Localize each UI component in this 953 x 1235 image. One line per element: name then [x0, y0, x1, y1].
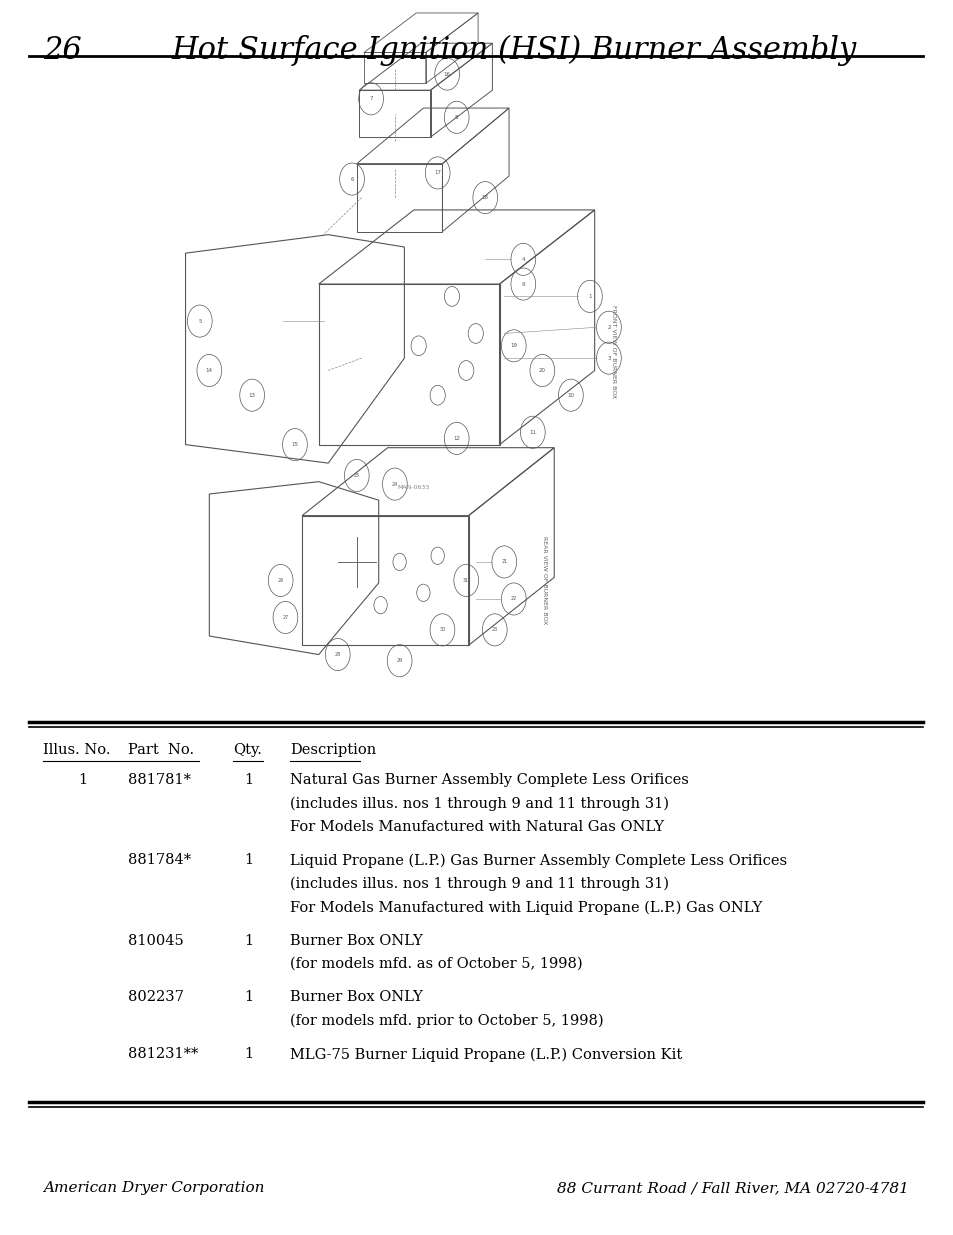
Text: 11: 11	[529, 430, 536, 435]
Text: REAR VIEW OF BURNER BOX: REAR VIEW OF BURNER BOX	[541, 536, 546, 625]
Text: 88 Currant Road / Fall River, MA 02720-4781: 88 Currant Road / Fall River, MA 02720-4…	[557, 1182, 907, 1195]
Text: (for models mfd. prior to October 5, 1998): (for models mfd. prior to October 5, 199…	[290, 1014, 603, 1029]
Text: 9: 9	[521, 282, 524, 287]
Text: 24: 24	[392, 482, 397, 487]
Text: 2: 2	[606, 325, 610, 330]
Text: 29: 29	[396, 658, 402, 663]
Text: 30: 30	[438, 627, 445, 632]
Text: 28: 28	[335, 652, 340, 657]
Text: 8: 8	[455, 115, 458, 120]
Text: 10: 10	[567, 393, 574, 398]
Text: 12: 12	[453, 436, 459, 441]
Text: MAN-0633: MAN-0633	[397, 485, 430, 490]
Text: Hot Surface Ignition (HSI) Burner Assembly: Hot Surface Ignition (HSI) Burner Assemb…	[171, 35, 856, 65]
Text: (includes illus. nos 1 through 9 and 11 through 31): (includes illus. nos 1 through 9 and 11 …	[290, 877, 668, 892]
Text: 21: 21	[500, 559, 507, 564]
Text: 4: 4	[521, 257, 524, 262]
Text: For Models Manufactured with Natural Gas ONLY: For Models Manufactured with Natural Gas…	[290, 820, 663, 834]
Text: 23: 23	[491, 627, 497, 632]
Text: Description: Description	[290, 743, 376, 757]
Text: FRONT VIEW OF BURNER BOX: FRONT VIEW OF BURNER BOX	[611, 305, 616, 399]
Text: 1: 1	[78, 773, 88, 787]
Text: Liquid Propane (L.P.) Gas Burner Assembly Complete Less Orifices: Liquid Propane (L.P.) Gas Burner Assembl…	[290, 853, 786, 868]
Text: 881784*: 881784*	[129, 853, 192, 867]
Text: 7: 7	[369, 96, 373, 101]
Text: 3: 3	[606, 356, 610, 361]
Text: 16: 16	[443, 72, 450, 77]
Text: 1: 1	[588, 294, 591, 299]
Text: 1: 1	[244, 934, 253, 947]
Text: 1: 1	[244, 853, 253, 867]
Text: 31: 31	[462, 578, 469, 583]
Text: 17: 17	[434, 170, 440, 175]
Text: 25: 25	[354, 473, 359, 478]
Text: 27: 27	[282, 615, 288, 620]
Text: 1: 1	[244, 990, 253, 1004]
Text: 26: 26	[43, 35, 81, 65]
Text: 1: 1	[244, 773, 253, 787]
Text: MLG-75 Burner Liquid Propane (L.P.) Conversion Kit: MLG-75 Burner Liquid Propane (L.P.) Conv…	[290, 1047, 681, 1062]
Text: 22: 22	[510, 597, 517, 601]
Text: 881781*: 881781*	[129, 773, 192, 787]
Text: Illus. No.: Illus. No.	[43, 743, 111, 757]
Text: 19: 19	[510, 343, 517, 348]
Text: For Models Manufactured with Liquid Propane (L.P.) Gas ONLY: For Models Manufactured with Liquid Prop…	[290, 900, 761, 915]
Text: 20: 20	[538, 368, 545, 373]
Text: 881231**: 881231**	[129, 1047, 198, 1061]
Text: Burner Box ONLY: Burner Box ONLY	[290, 990, 422, 1004]
Text: 15: 15	[292, 442, 298, 447]
Text: 18: 18	[481, 195, 488, 200]
Text: 1: 1	[244, 1047, 253, 1061]
Text: Qty.: Qty.	[233, 743, 262, 757]
Text: 802237: 802237	[129, 990, 184, 1004]
Text: 13: 13	[249, 393, 255, 398]
Text: (includes illus. nos 1 through 9 and 11 through 31): (includes illus. nos 1 through 9 and 11 …	[290, 797, 668, 811]
Text: Part  No.: Part No.	[129, 743, 194, 757]
Text: (for models mfd. as of October 5, 1998): (for models mfd. as of October 5, 1998)	[290, 957, 582, 971]
Text: 26: 26	[277, 578, 283, 583]
Text: 5: 5	[198, 319, 201, 324]
Text: 14: 14	[206, 368, 213, 373]
Text: Natural Gas Burner Assembly Complete Less Orifices: Natural Gas Burner Assembly Complete Les…	[290, 773, 688, 787]
Text: 6: 6	[350, 177, 354, 182]
Text: American Dryer Corporation: American Dryer Corporation	[43, 1182, 264, 1195]
Text: 810045: 810045	[129, 934, 184, 947]
Text: Burner Box ONLY: Burner Box ONLY	[290, 934, 422, 947]
